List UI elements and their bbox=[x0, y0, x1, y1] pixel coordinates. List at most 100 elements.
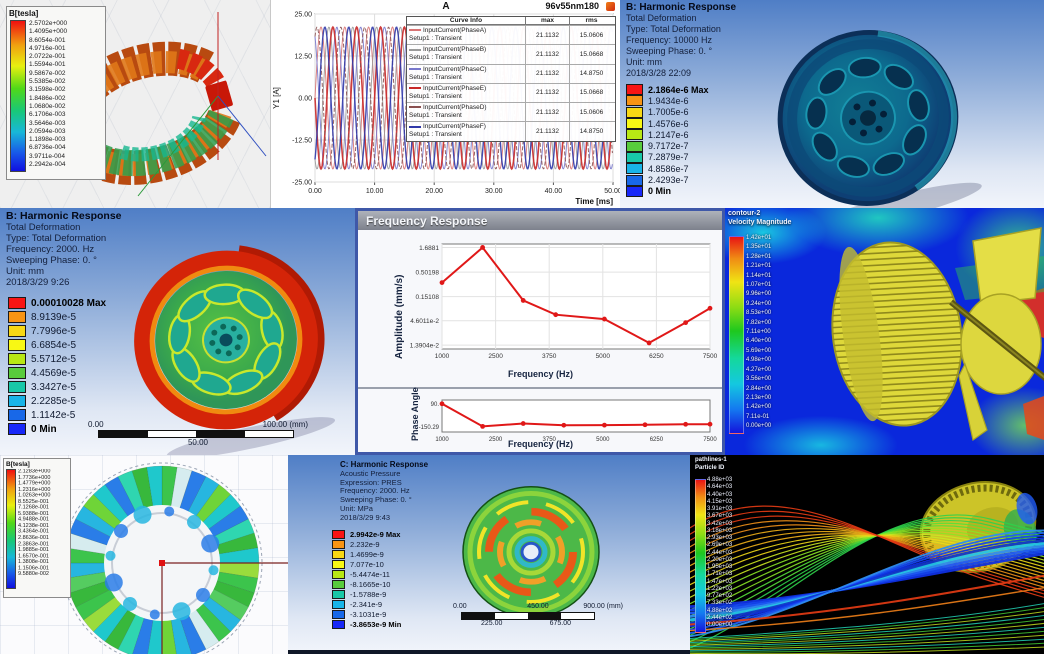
scale-color-box bbox=[626, 129, 643, 141]
scale-color-box bbox=[332, 559, 345, 569]
legend-value: 2.44e+03 bbox=[707, 549, 733, 556]
scale-color-box bbox=[626, 118, 643, 130]
scale-value: 8.9139e-5 bbox=[31, 311, 77, 323]
svg-text:-12.50: -12.50 bbox=[292, 138, 312, 145]
scale-color-box bbox=[8, 395, 26, 407]
max-cell: 21.1132 bbox=[525, 64, 569, 83]
scale-row: -1.5788e-9 bbox=[332, 589, 401, 599]
scale-value: -5.4474e-11 bbox=[350, 569, 390, 579]
scale-row: 7.077e-10 bbox=[332, 559, 401, 569]
legend-value: 4.1238e-001 bbox=[18, 523, 50, 529]
legend-value: 1.22e+03 bbox=[707, 585, 733, 592]
scale-value: 2.232e-9 bbox=[350, 539, 380, 549]
svg-text:1.3904e-2: 1.3904e-2 bbox=[410, 343, 440, 350]
chart-title: A bbox=[442, 1, 450, 12]
svg-text:5000: 5000 bbox=[596, 353, 611, 360]
legend-value: 1.35e+01 bbox=[746, 244, 772, 251]
panel-em-rotor: B[tesla] 2.1283e+000 1.7736e+000 1.4779e+0… bbox=[0, 455, 288, 654]
scale-value: 9.7172e-7 bbox=[648, 141, 689, 152]
scale-row: 5.5712e-5 bbox=[8, 352, 106, 366]
rms-cell: 14.8750 bbox=[569, 64, 613, 83]
legend-value: 1.47e+03 bbox=[707, 578, 733, 585]
max-cell: 21.1132 bbox=[525, 122, 569, 141]
scale-value: 0 Min bbox=[648, 186, 672, 197]
legend-value: 2.84e+00 bbox=[746, 385, 772, 392]
pressure-scale: 2.9942e-9 Max 2.232e-9 1.4699e-9 7.077e-10-… bbox=[332, 529, 401, 629]
panel-cfd-velocity: contour-2 Velocity Magnitude 1.42e+01 1.3… bbox=[725, 208, 1044, 455]
legend-value: 6.1706e-003 bbox=[29, 111, 66, 119]
legend-value: 1.42e+01 bbox=[746, 235, 772, 241]
result-title: B: Harmonic Response bbox=[626, 2, 737, 13]
legend-value: 4.27e+00 bbox=[746, 366, 772, 373]
scale-row: 6.6854e-5 bbox=[8, 338, 106, 352]
svg-text:10.00: 10.00 bbox=[366, 188, 384, 195]
scale-color-box bbox=[332, 619, 345, 629]
color-scale-bar bbox=[10, 20, 26, 172]
panel-acoustic: C: Harmonic Response Acoustic Pressure Ex… bbox=[288, 455, 690, 654]
legend-value: 2.0722e-001 bbox=[29, 53, 66, 61]
scale-row: 7.2879e-7 bbox=[626, 151, 709, 163]
curve-name-cell: InputCurrent(PhaseB) Setup1 : Transient bbox=[409, 46, 487, 62]
result-lines: Total Deformation Type: Total Deformation… bbox=[626, 13, 736, 79]
svg-text:Y1 [A]: Y1 [A] bbox=[272, 87, 281, 109]
scale-value: 2.4293e-7 bbox=[648, 175, 689, 186]
svg-text:2500: 2500 bbox=[489, 437, 503, 443]
scale-value: 4.8586e-7 bbox=[648, 163, 689, 174]
ruler-min: 0.00 bbox=[88, 420, 104, 429]
svg-text:1.6881: 1.6881 bbox=[419, 245, 439, 252]
rms-cell: 15.0668 bbox=[569, 45, 613, 64]
legend-value: 1.1506e-001 bbox=[18, 565, 50, 571]
scale-row: -5.4474e-11 bbox=[332, 569, 401, 579]
legend-value: 1.7736e+000 bbox=[18, 475, 51, 481]
svg-text:7500: 7500 bbox=[703, 437, 717, 443]
svg-text:6250: 6250 bbox=[650, 437, 664, 443]
scale-row: 1.9434e-6 bbox=[626, 95, 709, 107]
curve-swatch bbox=[409, 106, 421, 109]
scale-color-box bbox=[332, 609, 345, 619]
legend-value: 1.14e+01 bbox=[746, 272, 772, 279]
rotor-model bbox=[61, 462, 288, 654]
scale-value: 2.1864e-6 Max bbox=[648, 84, 709, 95]
scale-color-box bbox=[8, 297, 26, 309]
curve-name-cell: InputCurrent(PhaseE) Setup1 : Transient bbox=[409, 84, 487, 100]
scale-color-box bbox=[626, 185, 643, 197]
scale-value: 7.077e-10 bbox=[350, 559, 384, 569]
legend-value: 4.88e+02 bbox=[707, 607, 733, 614]
svg-text:3750: 3750 bbox=[542, 353, 557, 360]
table-row: InputCurrent(PhaseC) Setup1 : Transient 21… bbox=[407, 63, 615, 83]
scale-value: 2.9942e-9 Max bbox=[350, 529, 401, 539]
curve-swatch bbox=[409, 48, 421, 51]
particle-scale-values: 4.88e+03 4.64e+03 4.40e+03 4.15e+03 3.91e+03… bbox=[707, 477, 732, 629]
frequency-axis-label-2: Frequency (Hz) bbox=[508, 439, 574, 449]
legend-value: 1.8486e-002 bbox=[29, 94, 66, 102]
legend-value: 5.9388e-001 bbox=[18, 511, 50, 517]
legend-value: 0.00e+00 bbox=[746, 423, 772, 430]
contour-name: contour-2 bbox=[728, 210, 761, 217]
legend-value: 1.3808e-001 bbox=[18, 559, 50, 565]
legend-value: 9.5867e-002 bbox=[29, 69, 66, 77]
scale-value: 1.4699e-9 bbox=[350, 549, 384, 559]
result-title: C: Harmonic Response bbox=[340, 460, 429, 469]
legend-value: 2.2942e-004 bbox=[29, 161, 66, 169]
scale-value: -3.8653e-9 Min bbox=[350, 619, 402, 629]
table-row: InputCurrent(PhaseB) Setup1 : Transient 21… bbox=[407, 44, 615, 64]
legend-value: 2.20e+03 bbox=[707, 556, 733, 563]
legend-value: 1.0680e-002 bbox=[29, 102, 66, 110]
svg-text:0.50198: 0.50198 bbox=[416, 270, 440, 277]
result-info: C: Harmonic Response Acoustic Pressure Ex… bbox=[340, 460, 429, 523]
legend-value: 3.1598e-002 bbox=[29, 86, 66, 94]
svg-text:4.6011e-2: 4.6011e-2 bbox=[410, 318, 439, 325]
scale-row: 0.00010028 Max bbox=[8, 296, 106, 310]
legend-value: 3.9711e-004 bbox=[29, 152, 66, 160]
ruler-0: 0.00 bbox=[453, 603, 467, 610]
col-max: max bbox=[525, 17, 569, 24]
legend-value: 7.33e+02 bbox=[707, 600, 733, 607]
svg-text:1000: 1000 bbox=[435, 437, 449, 443]
svg-text:-25.00: -25.00 bbox=[292, 180, 312, 187]
scale-row: -8.1665e-10 bbox=[332, 579, 401, 589]
col-curve-info: Curve Info bbox=[449, 17, 483, 24]
window-titlebar[interactable]: Frequency Response bbox=[358, 211, 722, 230]
scale-value: -3.1031e-9 bbox=[350, 609, 387, 619]
legend-value: 4.64e+03 bbox=[707, 484, 733, 491]
velocity-scale-values: 1.42e+01 1.35e+01 1.28e+01 1.21e+01 1.14e+01… bbox=[746, 234, 771, 432]
